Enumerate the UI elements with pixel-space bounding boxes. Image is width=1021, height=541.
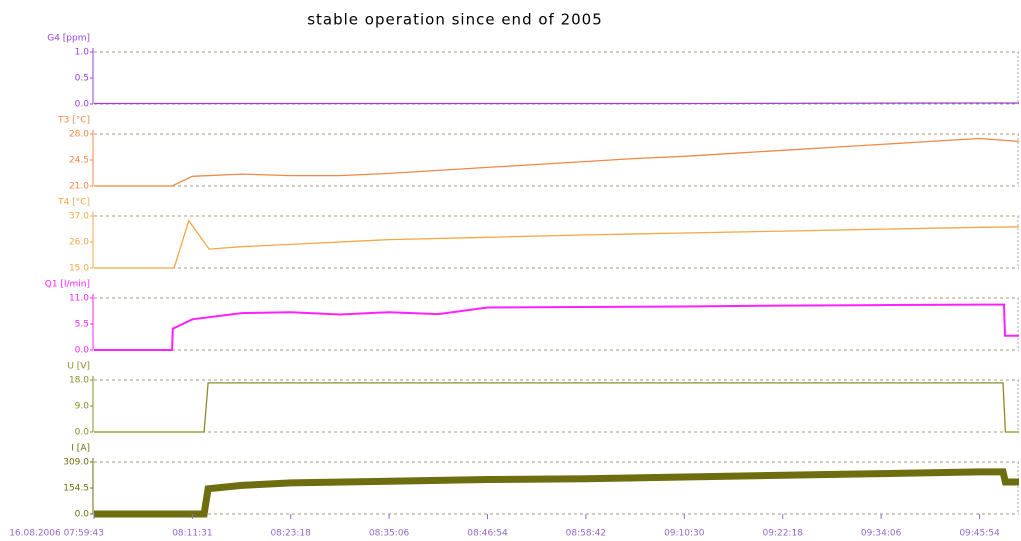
y-axis-label: G4 [ppm] bbox=[47, 34, 90, 44]
y-tick-label: 309.0 bbox=[63, 458, 89, 468]
y-tick-label: 154.5 bbox=[63, 484, 89, 494]
y-tick-label: 26.0 bbox=[69, 238, 89, 248]
y-tick-label: 0.0 bbox=[75, 428, 90, 438]
x-tick-label: 09:45:54 bbox=[959, 529, 1000, 539]
y-tick-label: 21.0 bbox=[69, 182, 89, 192]
series-line bbox=[94, 468, 1019, 518]
x-tick-label: 08:11:31 bbox=[172, 529, 212, 539]
y-axis-label: U [V] bbox=[67, 362, 90, 372]
y-tick-label: 28.0 bbox=[69, 130, 89, 140]
y-tick-label: 0.0 bbox=[75, 346, 90, 356]
x-tick-label: 09:10:30 bbox=[664, 529, 705, 539]
y-axis-label: T4 [°C] bbox=[57, 198, 90, 208]
x-tick-label: 09:34:06 bbox=[861, 529, 902, 539]
y-axis-label: Q1 [l/min] bbox=[45, 280, 90, 290]
y-tick-label: 5.5 bbox=[75, 320, 89, 330]
x-tick-label: 08:23:18 bbox=[270, 529, 311, 539]
series-line bbox=[94, 303, 1019, 351]
series-line bbox=[94, 102, 1019, 105]
y-tick-label: 18.0 bbox=[69, 376, 89, 386]
x-tick-label: 08:58:42 bbox=[566, 529, 606, 539]
chart-title: stable operation since end of 2005 bbox=[307, 11, 603, 29]
y-tick-label: 24.5 bbox=[69, 156, 89, 166]
y-tick-label: 1.0 bbox=[75, 48, 90, 58]
y-tick-label: 11.0 bbox=[69, 294, 89, 304]
y-axis-label: I [A] bbox=[71, 444, 90, 454]
y-tick-label: 0.0 bbox=[75, 510, 90, 520]
y-tick-label: 37.0 bbox=[69, 212, 89, 222]
series-line bbox=[94, 137, 1020, 187]
x-tick-label: 16.08.2006 07:59:43 bbox=[9, 529, 104, 539]
y-tick-label: 15.0 bbox=[69, 264, 89, 274]
x-tick-label: 09:22:18 bbox=[763, 529, 804, 539]
x-tick-label: 08:46:54 bbox=[467, 529, 508, 539]
series-line bbox=[94, 219, 1020, 269]
y-tick-label: 0.0 bbox=[75, 100, 90, 110]
y-tick-label: 9.0 bbox=[75, 402, 90, 412]
y-axis-label: T3 [°C] bbox=[57, 116, 90, 126]
y-tick-label: 0.5 bbox=[75, 74, 89, 84]
series-line bbox=[94, 382, 1019, 433]
x-tick-label: 08:35:06 bbox=[369, 529, 410, 539]
